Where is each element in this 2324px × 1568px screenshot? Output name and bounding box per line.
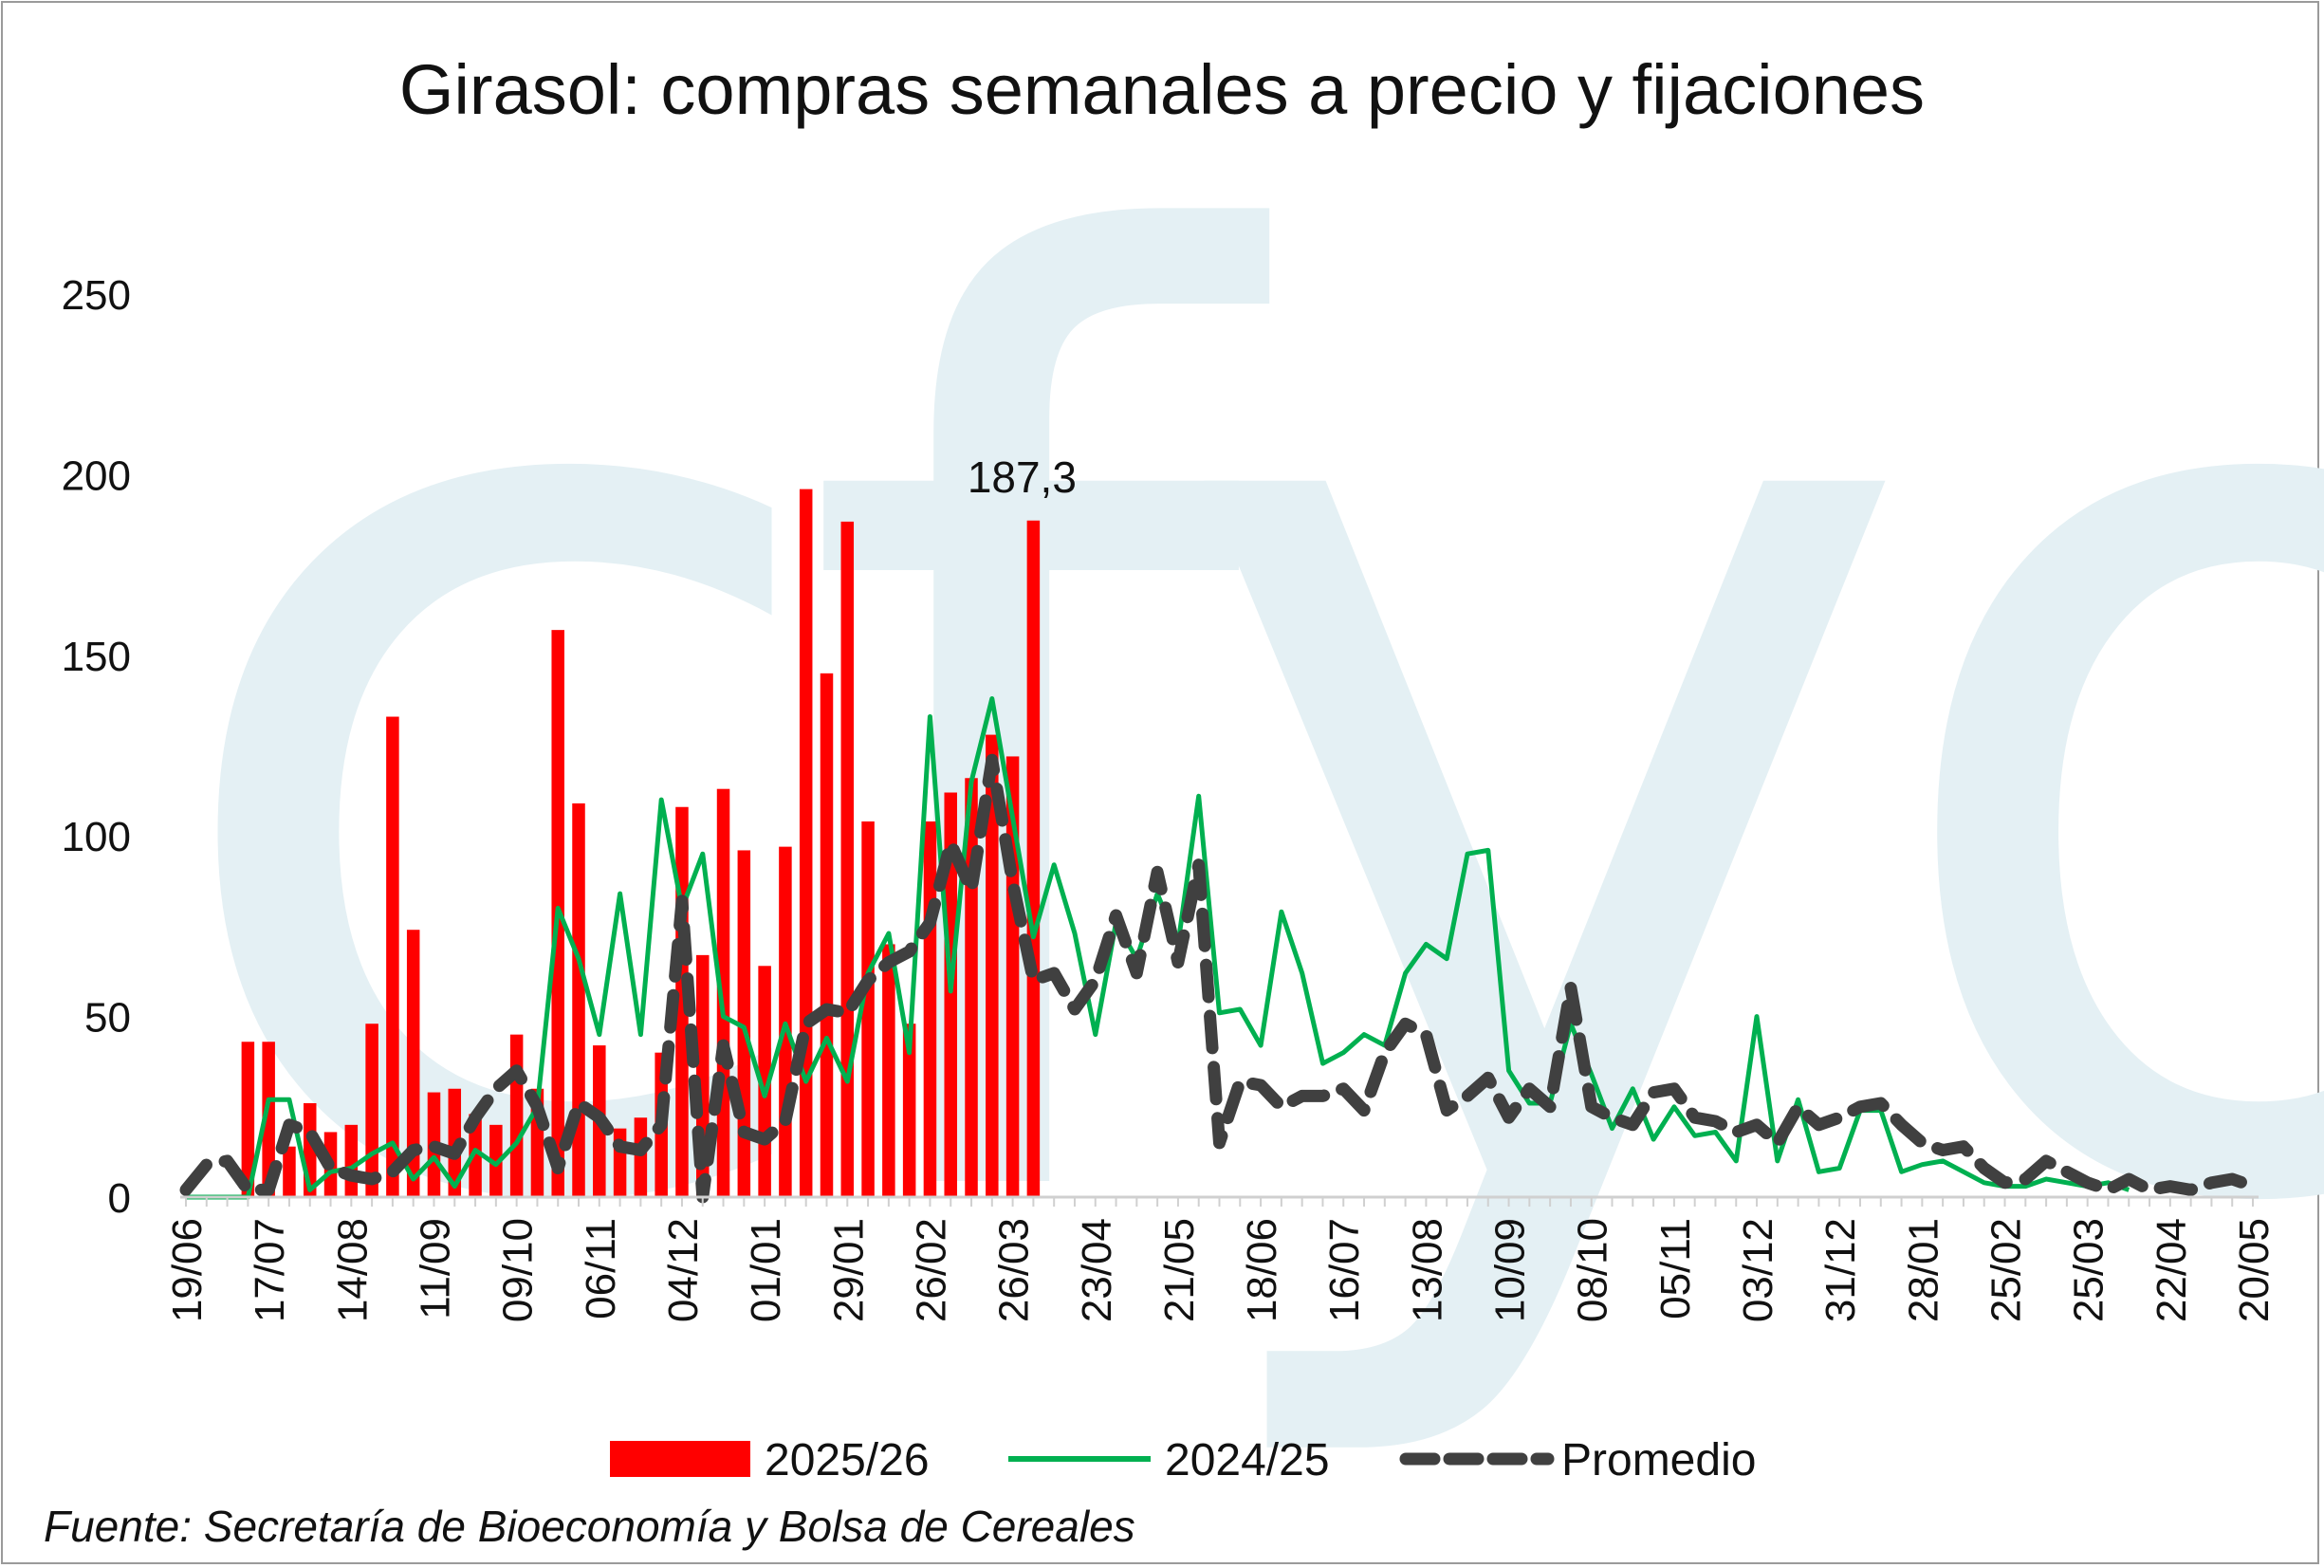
chart-title: Girasol: compras semanales a precio y fi… <box>398 50 1926 129</box>
bar <box>365 1024 378 1197</box>
source-note: Fuente: Secretaría de Bioeconomía y Bols… <box>44 1502 1135 1551</box>
bar <box>386 716 399 1197</box>
series-lines <box>179 696 2259 1204</box>
bar <box>882 944 895 1197</box>
axes: 0 50 100 150 200 250 19/06 17/07 14/08 11/09 09/10… <box>62 272 2278 1322</box>
line-promedio <box>179 753 2259 1204</box>
x-tick-label: 14/08 <box>329 1218 376 1322</box>
y-tick-label: 50 <box>84 995 131 1042</box>
x-tick-label: 06/11 <box>578 1218 624 1319</box>
bar <box>799 489 813 1197</box>
bar <box>509 1034 524 1197</box>
x-tick-label: 19/06 <box>164 1218 211 1322</box>
watermark: cfyo <box>147 0 2324 1484</box>
x-tick-label: 01/01 <box>743 1218 789 1322</box>
x-tick-label: 03/12 <box>1735 1218 1781 1322</box>
x-tick-label: 20/05 <box>2231 1218 2278 1322</box>
x-tick-label: 25/03 <box>2066 1218 2112 1322</box>
x-tick-label: 23/04 <box>1074 1218 1120 1322</box>
x-tick-label: 22/04 <box>2149 1218 2195 1322</box>
x-tick-label: 17/07 <box>247 1218 293 1322</box>
bar <box>1026 520 1041 1197</box>
x-tick-label: 13/08 <box>1404 1218 1450 1322</box>
y-tick-label: 100 <box>62 814 131 860</box>
x-tick-label: 18/06 <box>1239 1218 1285 1322</box>
x-tick-label: 16/07 <box>1321 1218 1368 1322</box>
bar <box>613 1128 627 1197</box>
bar <box>820 673 834 1197</box>
legend-swatch-2025-26 <box>610 1441 750 1477</box>
bar <box>944 792 957 1197</box>
legend: 2025/26 2024/25 Promedio <box>610 1435 1756 1485</box>
legend-label-2024-25: 2024/25 <box>1165 1435 1330 1485</box>
x-tick-label: 21/05 <box>1156 1218 1203 1322</box>
x-tick-label: 25/02 <box>1983 1218 2030 1322</box>
bar <box>634 1117 648 1197</box>
x-tick-label: 29/01 <box>825 1218 872 1322</box>
bar <box>986 734 999 1197</box>
x-tick-label: 04/12 <box>660 1218 707 1322</box>
y-tick-label: 150 <box>62 634 131 680</box>
bar <box>262 1042 275 1197</box>
x-tick-label: 10/09 <box>1487 1218 1534 1322</box>
bar <box>902 1024 916 1197</box>
watermark-logo: cfyo <box>147 0 2324 1484</box>
x-tick-label: 28/01 <box>1900 1218 1946 1322</box>
legend-label-promedio: Promedio <box>1561 1435 1756 1485</box>
x-tick-label: 08/10 <box>1570 1218 1616 1322</box>
y-tick-label: 250 <box>62 272 131 319</box>
bar <box>283 1146 296 1197</box>
x-tick-label: 26/02 <box>908 1218 954 1322</box>
bar <box>861 821 875 1197</box>
x-tick-label: 26/03 <box>991 1218 1038 1322</box>
bar <box>241 1042 255 1197</box>
y-tick-label: 0 <box>108 1175 131 1222</box>
bar <box>840 521 855 1197</box>
bar <box>469 1114 482 1197</box>
bar <box>406 930 420 1197</box>
x-tick-label: 31/12 <box>1817 1218 1864 1322</box>
bar <box>572 802 585 1197</box>
legend-label-2025-26: 2025/26 <box>765 1435 930 1485</box>
bar <box>344 1124 359 1197</box>
data-label: 187,3 <box>968 452 1077 502</box>
bar <box>489 1124 503 1197</box>
y-tick-label: 200 <box>62 452 131 499</box>
x-tick-label: 11/09 <box>412 1218 458 1319</box>
bar <box>923 821 937 1197</box>
x-tick-label: 05/11 <box>1652 1218 1699 1319</box>
x-tick-label: 09/10 <box>495 1218 542 1322</box>
